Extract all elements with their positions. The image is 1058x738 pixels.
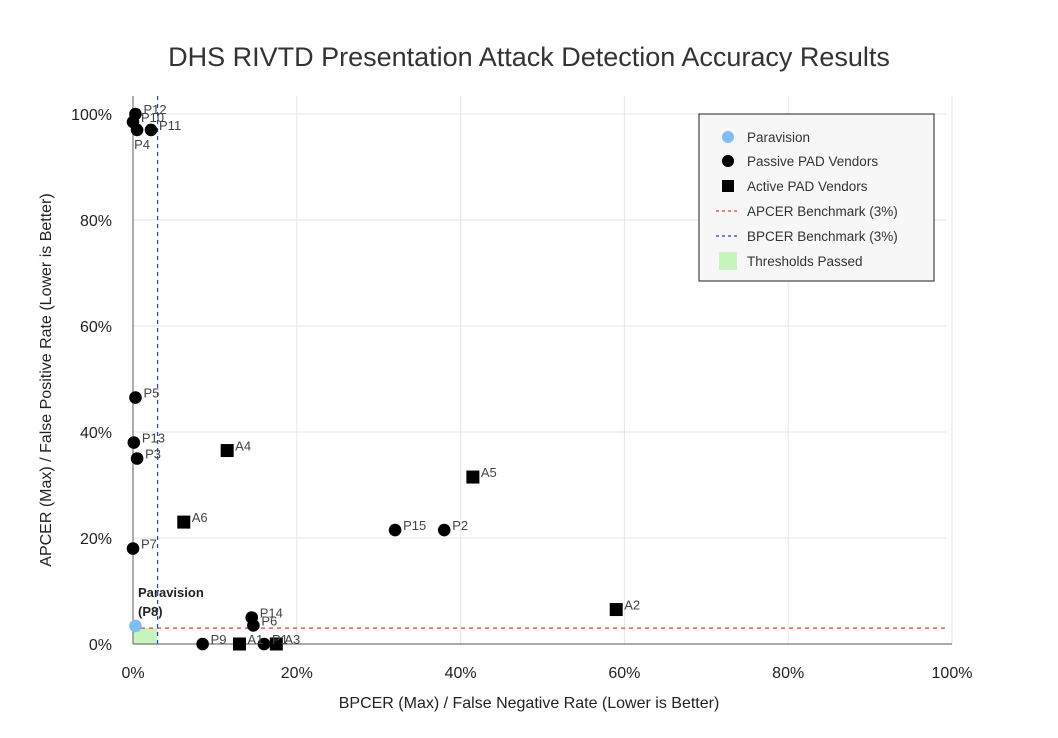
point-label: P14 [260, 606, 283, 621]
point-label: P10 [141, 110, 164, 125]
point-label: P9 [211, 632, 227, 647]
x-tick-label: 60% [608, 665, 640, 682]
active-vendor-point [232, 637, 246, 651]
passive-vendor-point [130, 123, 144, 137]
paravision-point [129, 619, 142, 633]
point-label: A1 [247, 632, 263, 647]
region-layer [133, 628, 158, 644]
point-label: A3 [284, 632, 300, 647]
active-vendor-point [177, 515, 191, 529]
point-label: P4 [134, 137, 150, 152]
y-tick-label: 20% [80, 531, 112, 548]
active-vendor-point [466, 470, 480, 484]
legend-label-paravision: Paravision [747, 130, 810, 145]
passive-vendor-point [437, 523, 451, 537]
tick-layer: 0% 20% 40% 60% 80% 100% 0% 20% 40% 60% 80% 100% [71, 107, 972, 682]
passive-vendor-point [129, 391, 142, 404]
y-tick-label: 60% [80, 319, 112, 336]
y-tick-label: 100% [71, 107, 112, 124]
point-label: P1 [272, 632, 288, 647]
benchmark-layer [133, 96, 947, 644]
legend-label-apcer: APCER Benchmark (3%) [747, 204, 898, 219]
point-label: P11 [159, 118, 181, 133]
thresholds-passed-region [133, 628, 158, 644]
x-axis-title: BPCER (Max) / False Negative Rate (Lower… [339, 695, 720, 712]
legend-label-passive: Passive PAD Vendors [747, 154, 878, 169]
legend-label-bpcer: BPCER Benchmark (3%) [747, 229, 898, 244]
point-label: P6 [261, 613, 277, 628]
passive-vendor-point [130, 452, 144, 465]
point-label: P13 [142, 431, 165, 446]
y-tick-label: 80% [80, 213, 112, 230]
point-label: A6 [192, 510, 208, 525]
point-label: P7 [141, 537, 157, 552]
legend-marker-passive [722, 155, 734, 167]
x-tick-label: 20% [281, 665, 313, 682]
y-tick-label: 0% [89, 637, 112, 654]
passive-vendor-point [247, 619, 260, 632]
x-tick-label: 40% [445, 665, 477, 682]
passive-vendor-point [257, 637, 271, 651]
passive-vendor-point [126, 542, 140, 555]
point-label: A4 [235, 439, 251, 454]
passive-vendor-point [144, 123, 158, 137]
legend-label-region: Thresholds Passed [747, 254, 863, 269]
point-label: A5 [481, 465, 497, 480]
legend-marker-paravision [722, 131, 734, 143]
point-label: P5 [143, 386, 159, 401]
legend-box [698, 113, 935, 282]
x-tick-label: 80% [772, 665, 804, 682]
point-label: P3 [145, 447, 161, 462]
point-layer [126, 107, 623, 651]
x-tick-label: 0% [121, 665, 144, 682]
y-tick-label: 40% [80, 425, 112, 442]
passive-vendor-point [127, 436, 141, 449]
point-label: A2 [624, 598, 640, 613]
paravision-callout-line1: Paravision [138, 585, 204, 600]
legend-label-active: Active PAD Vendors [747, 179, 868, 194]
active-vendor-point [609, 603, 623, 617]
chart-title: DHS RIVTD Presentation Attack Detection … [168, 42, 890, 72]
passive-vendor-point [196, 637, 209, 651]
point-label: P2 [452, 518, 468, 533]
point-label: P15 [403, 518, 426, 533]
point-label: P12 [143, 102, 166, 117]
passive-vendor-point [388, 523, 402, 537]
active-vendor-point [220, 444, 234, 458]
active-vendor-point [269, 637, 283, 651]
legend: Paravision Passive PAD Vendors Active PA… [698, 113, 935, 282]
legend-marker-region [719, 252, 737, 270]
y-axis-title: APCER (Max) / False Positive Rate (Lower… [38, 193, 55, 566]
x-tick-label: 100% [932, 665, 973, 682]
legend-marker-active [722, 180, 734, 192]
paravision-callout-line2: (P8) [138, 604, 163, 619]
